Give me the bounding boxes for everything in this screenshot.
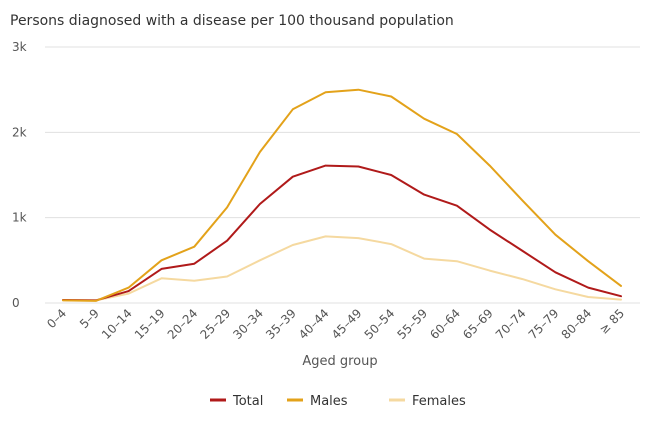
- legend-label: Males: [310, 394, 348, 409]
- y-tick-label: 0: [12, 296, 20, 310]
- x-tick-label: 65–69: [460, 306, 496, 342]
- legend-item-total[interactable]: Total: [210, 394, 263, 409]
- series-line-females: [62, 235, 622, 302]
- y-axis-ticks: 0 1k 2k 3k: [12, 40, 27, 310]
- y-tick-label: 2k: [12, 125, 27, 139]
- x-tick-label: 60–64: [427, 306, 463, 342]
- series-line-males: [62, 88, 622, 302]
- x-tick-label: 30–34: [230, 306, 266, 342]
- legend: Total Males Females: [210, 394, 466, 409]
- x-axis-ticks: 0–4 5–910–1415–1920–2425–2930–3435–3940–4…: [44, 306, 627, 342]
- legend-item-females[interactable]: Females: [389, 394, 466, 409]
- y-tick-label: 3k: [12, 40, 27, 54]
- series-line-total: [62, 164, 622, 302]
- x-tick-label: 5–9: [77, 306, 102, 331]
- x-axis-title: Aged group: [302, 354, 377, 369]
- y-tick-label: 1k: [12, 211, 27, 225]
- x-tick-label: 45–49: [329, 306, 365, 342]
- x-tick-label: 25–29: [197, 306, 233, 342]
- x-tick-label: 10–14: [99, 306, 135, 342]
- legend-label: Females: [412, 394, 466, 409]
- x-tick-label: 75–79: [526, 306, 562, 342]
- x-tick-label: 55–59: [394, 306, 430, 342]
- x-tick-label: 35–39: [263, 306, 299, 342]
- x-tick-label: 70–74: [493, 306, 529, 342]
- gridlines: [45, 46, 640, 304]
- legend-item-males[interactable]: Males: [287, 394, 348, 409]
- x-tick-label: 15–19: [132, 306, 168, 342]
- x-tick-label: 0–4: [44, 306, 69, 331]
- x-tick-label: ≥ 85: [597, 306, 628, 337]
- legend-label: Total: [232, 394, 263, 409]
- x-tick-label: 80–84: [559, 306, 595, 342]
- x-tick-label: 50–54: [362, 306, 398, 342]
- chart-title: Persons diagnosed with a disease per 100…: [10, 13, 454, 29]
- series-lines: [62, 88, 622, 302]
- x-tick-label: 40–44: [296, 306, 332, 342]
- x-tick-label: 20–24: [165, 306, 201, 342]
